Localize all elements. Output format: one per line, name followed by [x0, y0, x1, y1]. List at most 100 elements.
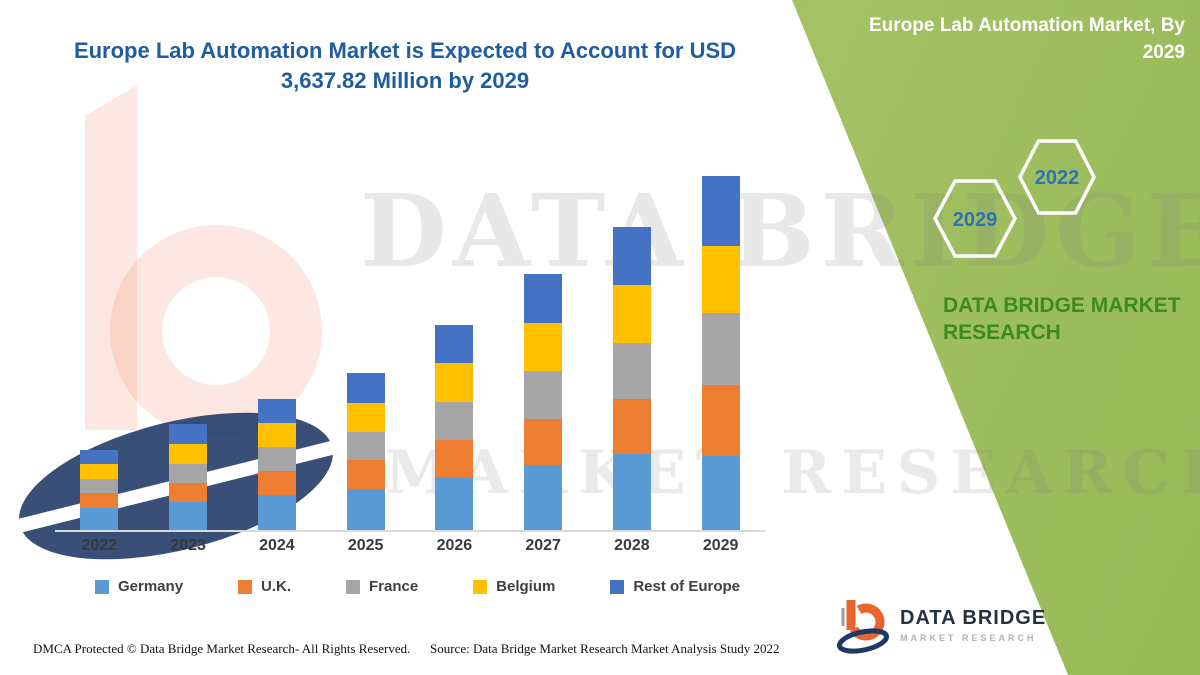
bar-segment-2022-u-k- [80, 493, 119, 508]
brand-text-line1: DATA BRIDGE MARKET [943, 294, 1181, 317]
bar-2024 [257, 398, 296, 530]
legend-label: Germany [118, 578, 184, 595]
bars-row [55, 168, 765, 530]
watermark-text-line1: DATA BRIDGE [360, 172, 1200, 290]
bar-2026 [435, 324, 474, 530]
bar-segment-2024-france [257, 447, 296, 472]
bar-segment-2029-u-k- [701, 385, 740, 456]
bar-segment-2028-u-k- [612, 399, 651, 455]
bar-segment-2028-rest-of-europe [612, 227, 651, 286]
bar-2028 [612, 227, 651, 530]
legend-swatch [610, 579, 625, 594]
bar-segment-2026-germany [435, 477, 474, 530]
bar-2023 [169, 424, 208, 530]
x-axis-label-2028: 2028 [614, 537, 650, 554]
bar-segment-2023-belgium [169, 444, 208, 464]
x-axis-label-2025: 2025 [347, 537, 384, 554]
hexagon-2029-label: 2029 [953, 209, 998, 231]
bar-segment-2026-rest-of-europe [435, 324, 474, 364]
bar-segment-2026-belgium [435, 363, 474, 402]
hexagon-2022-outline [1018, 139, 1096, 215]
hexagon-2029-outline [933, 179, 1017, 258]
legend-item-rest-of-europe: Rest of Europe [610, 578, 740, 595]
source-note: Source: Data Bridge Market Research Mark… [430, 641, 780, 656]
page-title-line2: 3,637.82 Million by 2029 [280, 68, 530, 93]
bar-segment-2027-rest-of-europe [524, 274, 563, 323]
bar-segment-2029-germany [701, 455, 740, 530]
bar-segment-2025-rest-of-europe [346, 373, 385, 403]
brand-text: DATA BRIDGE MARKET RESEARCH [943, 292, 1181, 346]
legend-item-france: France [345, 578, 419, 595]
databridge-logo-icon [836, 600, 890, 654]
bar-segment-2027-u-k- [524, 418, 563, 466]
bar-segment-2026-u-k- [435, 439, 474, 477]
bar-segment-2025-germany [346, 488, 385, 530]
bar-segment-2022-rest-of-europe [80, 449, 119, 465]
band-title-line1: Europe Lab Automation Market, By [869, 15, 1185, 36]
legend-label: Rest of Europe [633, 578, 740, 595]
bar-segment-2028-germany [612, 454, 651, 530]
bar-segment-2023-france [169, 463, 208, 483]
bar-segment-2029-rest-of-europe [701, 176, 740, 247]
page-title-line1: Europe Lab Automation Market is Expected… [73, 38, 737, 63]
bar-segment-2024-u-k- [257, 471, 296, 495]
x-axis-label-2024: 2024 [259, 537, 295, 554]
legend-item-belgium: Belgium [473, 578, 555, 595]
legend-label: France [368, 578, 419, 595]
bar-segment-2024-germany [257, 495, 296, 530]
watermark-text-line2: MARKET RESEARCH [385, 438, 1200, 508]
year-hexagons: 2022 2029 [933, 139, 1096, 258]
databridge-logo-text: DATA BRIDGE MARKET RESEARCH [900, 607, 1046, 643]
brand-text-line2: RESEARCH [943, 321, 1061, 344]
bar-2022 [80, 449, 119, 530]
bar-2027 [524, 274, 563, 530]
logo-subtitle: MARKET RESEARCH [900, 633, 1037, 643]
chart-plot-area [55, 168, 765, 532]
x-axis-label-2023: 2023 [170, 537, 206, 554]
band-title: Europe Lab Automation Market, By 2029 [855, 12, 1185, 66]
x-axis-label-2022: 2022 [81, 537, 118, 554]
legend-label: U.K. [261, 578, 292, 595]
bar-segment-2022-belgium [80, 464, 119, 479]
bar-segment-2025-france [346, 431, 385, 461]
legend-item-u-k-: U.K. [238, 578, 291, 595]
bar-segment-2024-rest-of-europe [257, 398, 296, 424]
x-axis-label-2027: 2027 [525, 537, 561, 554]
bar-segment-2023-u-k- [169, 482, 208, 502]
bar-segment-2029-france [701, 313, 740, 386]
bar-segment-2023-rest-of-europe [169, 424, 208, 445]
page-title: Europe Lab Automation Market is Expected… [60, 36, 750, 96]
band-title-line2: 2029 [1142, 42, 1185, 63]
bar-segment-2026-france [435, 401, 474, 440]
dmca-notice: DMCA Protected © Data Bridge Market Rese… [33, 641, 411, 656]
bar-segment-2025-u-k- [346, 460, 385, 489]
bar-segment-2027-france [524, 370, 563, 419]
bar-2025 [346, 373, 385, 530]
legend-swatch [345, 579, 360, 594]
x-axis-labels: 2022 2023 2024 2025 2026 2027 2028 2029 [55, 537, 765, 555]
bar-segment-2024-belgium [257, 423, 296, 448]
hexagon-2022-label: 2022 [1035, 167, 1080, 189]
legend-swatch [238, 579, 253, 594]
bar-segment-2022-germany [80, 507, 119, 530]
bar-segment-2027-belgium [524, 322, 563, 371]
logo-name: DATA BRIDGE [900, 607, 1047, 629]
legend: Germany U.K. France Belgium Rest of Europe [95, 578, 740, 595]
bar-2029 [701, 176, 740, 530]
legend-swatch [95, 579, 109, 594]
bar-segment-2027-germany [524, 465, 563, 530]
x-axis-label-2029: 2029 [702, 537, 739, 554]
legend-label: Belgium [496, 578, 556, 595]
bar-segment-2023-germany [169, 501, 208, 530]
legend-swatch [473, 579, 488, 594]
databridge-logo: DATA BRIDGE MARKET RESEARCH [836, 596, 1046, 654]
databridge-logo-watermark [4, 80, 360, 588]
bar-segment-2028-france [612, 342, 651, 400]
x-axis-label-2026: 2026 [436, 537, 473, 554]
bar-segment-2029-belgium [701, 246, 740, 314]
bar-segment-2028-belgium [612, 285, 651, 343]
legend-item-germany: Germany [95, 578, 183, 595]
bar-segment-2022-france [80, 478, 119, 494]
bar-segment-2025-belgium [346, 402, 385, 432]
